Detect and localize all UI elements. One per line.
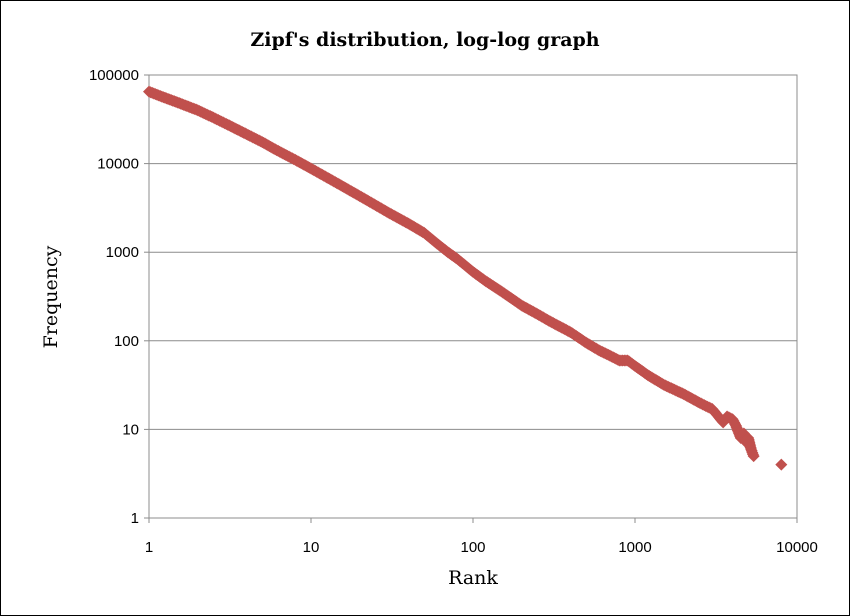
x-tick-label: 1 bbox=[145, 539, 153, 556]
y-axis-ticks: 1 10 100 1000 10000 100000 bbox=[89, 67, 149, 527]
y-tick-label: 1 bbox=[131, 510, 139, 527]
x-axis-label: Rank bbox=[448, 567, 498, 589]
x-tick-label: 10000 bbox=[776, 539, 818, 556]
data-point bbox=[775, 458, 788, 471]
grid-layer bbox=[149, 74, 797, 519]
data-point bbox=[747, 450, 760, 463]
y-tick-label: 10 bbox=[122, 421, 139, 438]
y-tick-label: 100000 bbox=[89, 67, 139, 84]
x-tick-label: 100 bbox=[460, 539, 485, 556]
chart-title: Zipf's distribution, log-log graph bbox=[250, 29, 599, 51]
x-tick-label: 10 bbox=[303, 539, 320, 556]
data-points bbox=[143, 85, 788, 471]
y-axis-label: Frequency bbox=[40, 245, 62, 348]
y-tick-label: 10000 bbox=[97, 156, 139, 173]
y-tick-label: 100 bbox=[114, 333, 139, 350]
x-axis-ticks: 1 10 100 1000 10000 bbox=[145, 518, 818, 556]
y-tick-label: 1000 bbox=[106, 244, 139, 261]
plot-area bbox=[148, 74, 798, 519]
x-tick-label: 1000 bbox=[618, 539, 651, 556]
